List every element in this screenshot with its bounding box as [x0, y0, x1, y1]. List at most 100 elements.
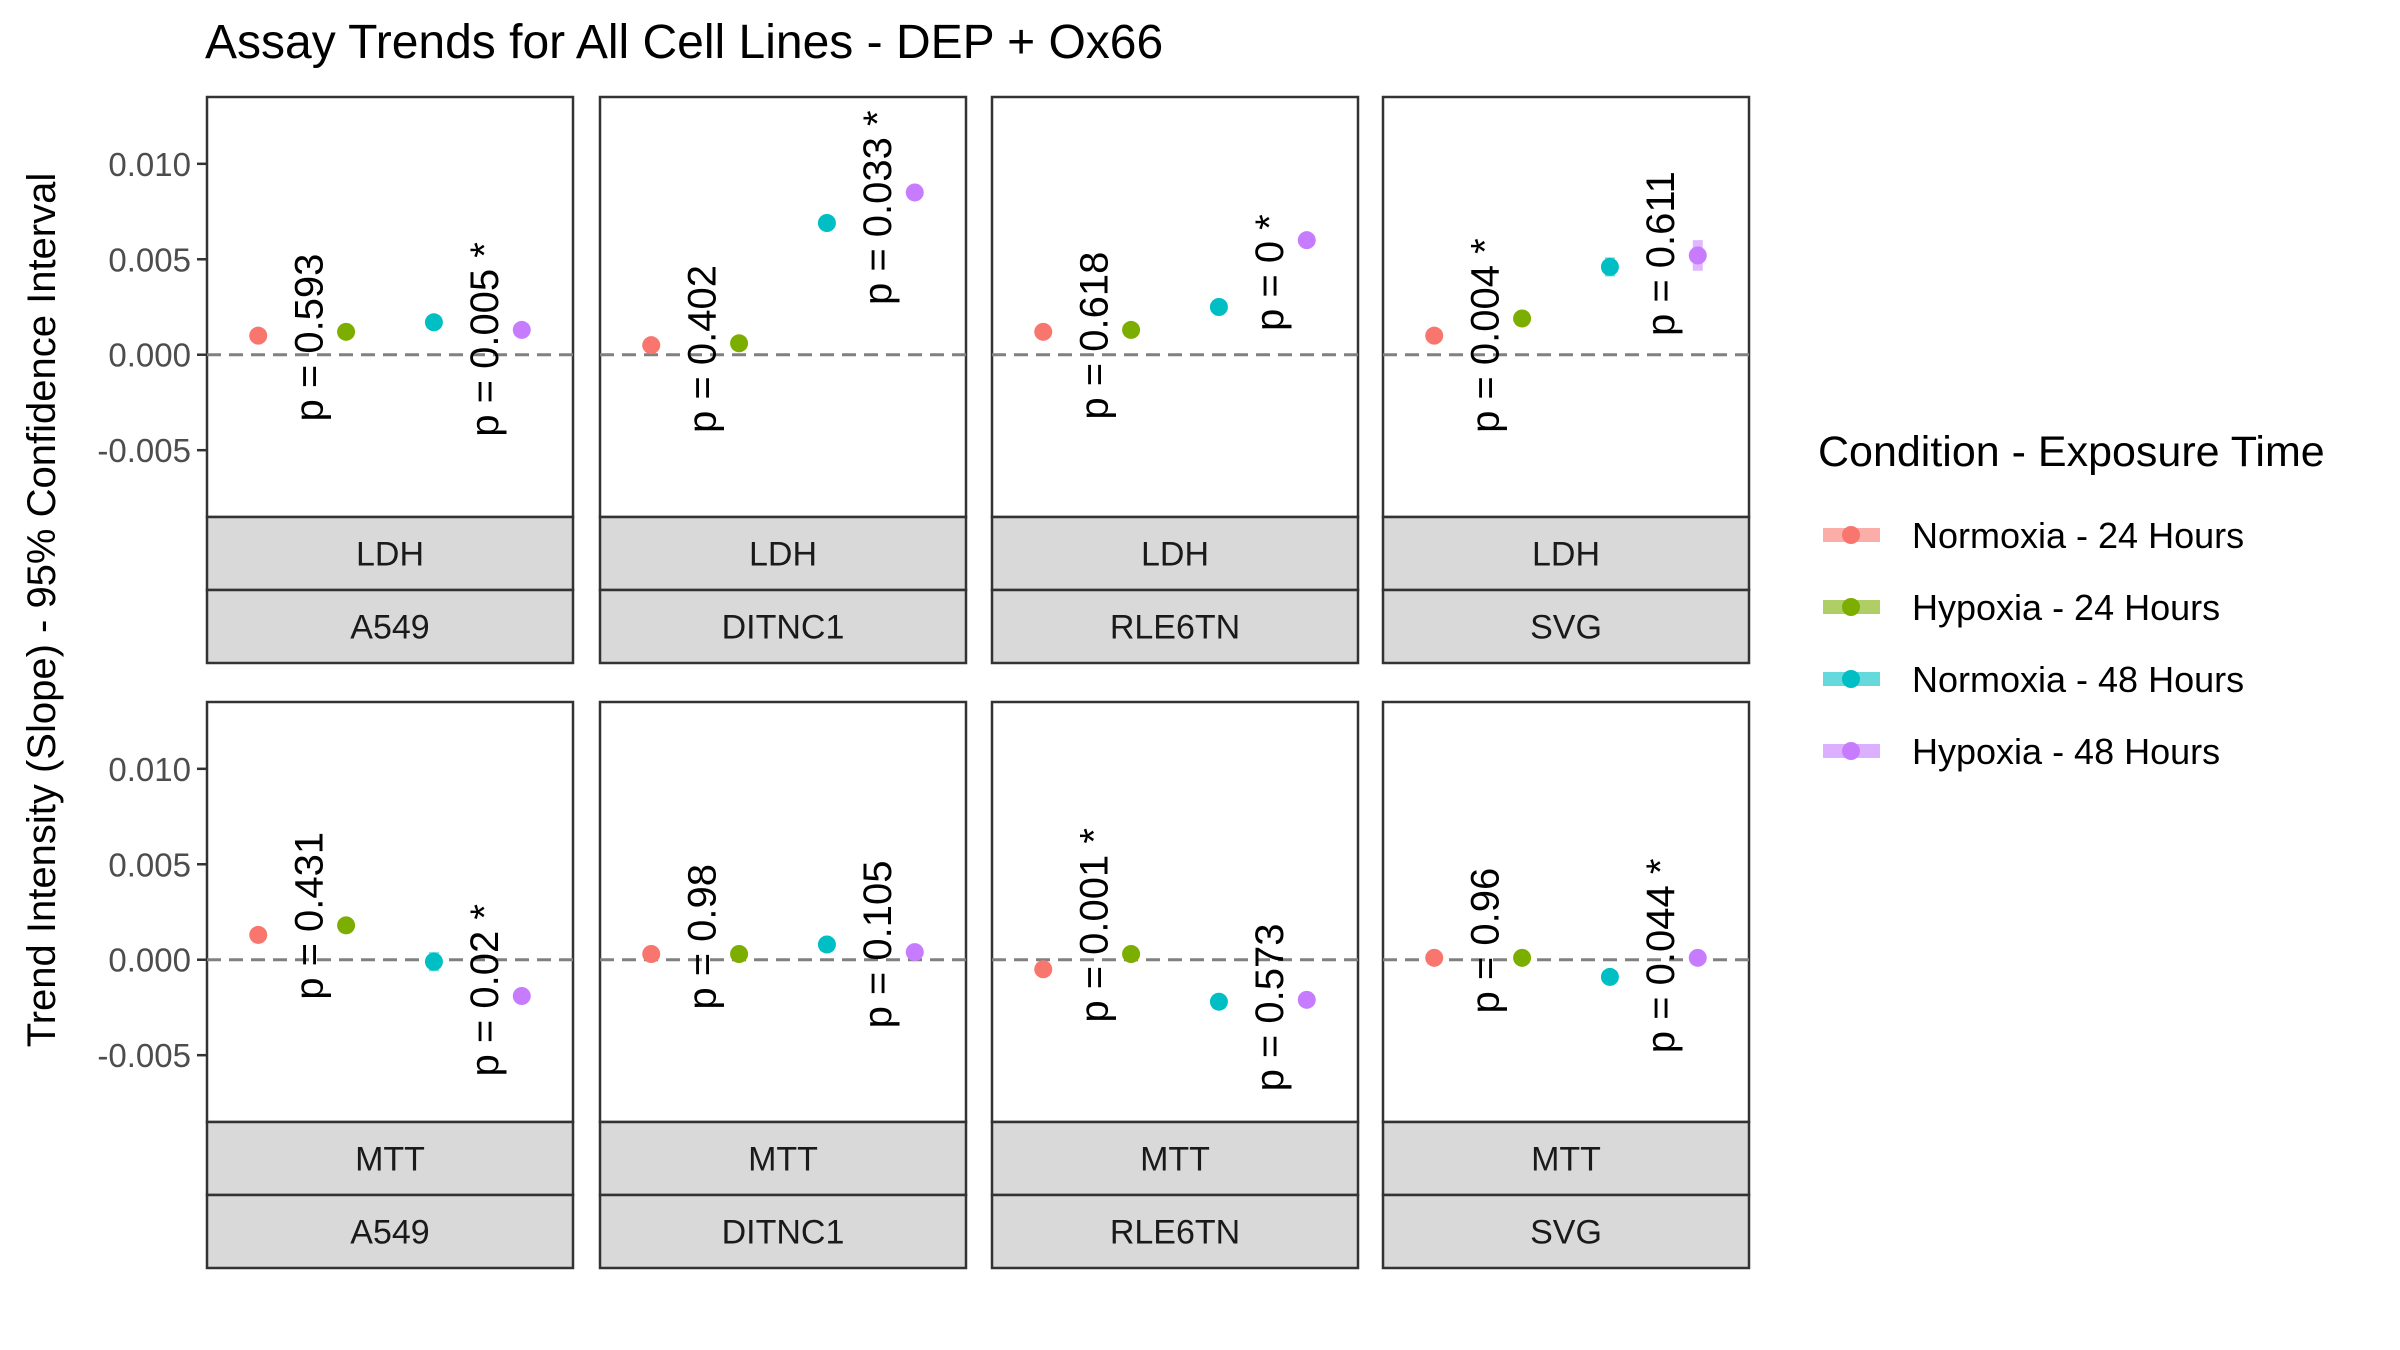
data-point [512, 320, 531, 339]
data-point [1425, 948, 1444, 967]
p-value-label: p = 0.573 [1248, 923, 1292, 1091]
data-point [1034, 322, 1053, 341]
y-tick-label: 0.005 [108, 846, 191, 883]
data-point [1513, 948, 1532, 967]
data-point [1122, 945, 1141, 963]
cell-line-strip [598, 588, 968, 665]
assay-strip [205, 515, 575, 592]
legend-entry-label: Normoxia - 48 Hours [1912, 659, 2244, 700]
data-point [249, 925, 268, 944]
data-point [337, 322, 356, 341]
facet-panel: p = 0.96 p = 0.044 * MTT SVG [1381, 700, 1751, 1270]
panel-border [598, 700, 968, 1124]
y-tick-label: -0.005 [97, 1037, 191, 1074]
assay-strip [598, 1120, 968, 1197]
assay-strip-label: LDH [1532, 536, 1600, 574]
p-value-label: p = 0 * [1248, 214, 1292, 331]
data-point [1209, 992, 1228, 1011]
cell-line-strip [598, 1193, 968, 1270]
assay-strip-label: MTT [748, 1141, 818, 1179]
legend-key-point [1842, 526, 1860, 544]
data-point [337, 916, 356, 935]
legend-key-point [1842, 670, 1860, 688]
facet-panel: p = 0.001 * p = 0.573 MTT RLE6TN [990, 700, 1360, 1270]
assay-strip [205, 1120, 575, 1197]
cell-line-strip-label: DITNC1 [722, 1214, 845, 1252]
assay-strip-label: LDH [1141, 536, 1209, 574]
y-tick-label: -0.005 [97, 432, 191, 469]
y-tick-label: 0.005 [108, 241, 191, 278]
assay-strip-label: MTT [1140, 1141, 1210, 1179]
cell-line-strip-label: DITNC1 [722, 609, 845, 647]
p-value-label: p = 0.618 [1072, 252, 1116, 420]
p-value-label: p = 0.611 [1639, 171, 1683, 336]
facet-panel: p = 0.004 * p = 0.611 LDH SVG [1381, 95, 1751, 665]
assay-strip-label: MTT [1531, 1141, 1601, 1179]
y-tick-label: 0.000 [108, 337, 191, 374]
p-value-label: p = 0.044 * [1639, 859, 1683, 1054]
y-tick-label: 0.010 [108, 146, 191, 183]
assay-strip [990, 515, 1360, 592]
p-value-label: p = 0.593 [287, 254, 331, 422]
p-value-label: p = 0.402 [680, 265, 724, 433]
assay-strip-label: LDH [356, 536, 424, 574]
data-point [424, 313, 443, 332]
data-point [730, 945, 749, 963]
p-value-label: p = 0.005 * [463, 242, 507, 437]
facet-panel: p = 0.618 p = 0 * LDH RLE6TN [990, 95, 1360, 665]
cell-line-strip [1381, 588, 1751, 665]
data-point [424, 952, 443, 971]
data-point [1600, 967, 1619, 986]
data-point [1688, 948, 1707, 967]
data-point [249, 326, 268, 345]
p-value-label: p = 0.98 [680, 864, 724, 1010]
assay-strip [990, 1120, 1360, 1197]
data-point [817, 214, 836, 232]
legend-entry-label: Hypoxia - 24 Hours [1912, 587, 2220, 628]
cell-line-strip-label: RLE6TN [1110, 609, 1240, 647]
chart-title: Assay Trends for All Cell Lines - DEP + … [205, 16, 1163, 69]
p-value-label: p = 0.431 [287, 832, 331, 1000]
cell-line-strip [205, 1193, 575, 1270]
data-point [642, 945, 661, 963]
cell-line-strip-label: SVG [1530, 609, 1602, 647]
data-point [512, 987, 531, 1005]
data-point [1209, 298, 1228, 316]
p-value-label: p = 0.02 * [463, 904, 507, 1076]
p-value-label: p = 0.96 [1463, 868, 1507, 1014]
p-value-label: p = 0.004 * [1463, 238, 1507, 433]
panel-border [205, 700, 575, 1124]
facet-panels: p = 0.593 p = 0.005 * LDH A549 0.010 0.005 0.0… [97, 95, 1751, 1270]
facet-panel: p = 0.431 p = 0.02 * MTT A549 [205, 700, 575, 1270]
panel-border [990, 700, 1360, 1124]
assay-strip [1381, 515, 1751, 592]
p-value-label: p = 0.033 * [856, 110, 900, 305]
facet-panel: p = 0.98 p = 0.105 MTT DITNC1 [598, 700, 968, 1270]
data-point [1297, 990, 1316, 1009]
cell-line-strip-label: A549 [350, 609, 429, 647]
cell-line-strip-label: A549 [350, 1214, 429, 1252]
cell-line-strip-label: RLE6TN [1110, 1214, 1240, 1252]
p-value-label: p = 0.001 * [1072, 828, 1116, 1023]
data-point [1297, 231, 1316, 250]
assay-strip-label: MTT [355, 1141, 425, 1179]
y-tick-label: 0.010 [108, 751, 191, 788]
legend-key-point [1842, 598, 1860, 616]
legend-title: Condition - Exposure Time [1818, 428, 2325, 476]
data-point [1122, 320, 1141, 339]
panel-border [598, 95, 968, 519]
panel-border [205, 95, 575, 519]
panel-border [1381, 95, 1751, 519]
data-point [817, 935, 836, 954]
data-point [905, 943, 924, 962]
cell-line-strip-label: SVG [1530, 1214, 1602, 1252]
facet-panel: p = 0.593 p = 0.005 * LDH A549 [205, 95, 575, 665]
panel-border [990, 95, 1360, 519]
assay-strip [598, 515, 968, 592]
data-point [1513, 309, 1532, 328]
assay-strip-label: LDH [749, 536, 817, 574]
legend-entry-label: Hypoxia - 48 Hours [1912, 731, 2220, 772]
data-point [1688, 246, 1707, 265]
legend-key-point [1842, 742, 1860, 760]
